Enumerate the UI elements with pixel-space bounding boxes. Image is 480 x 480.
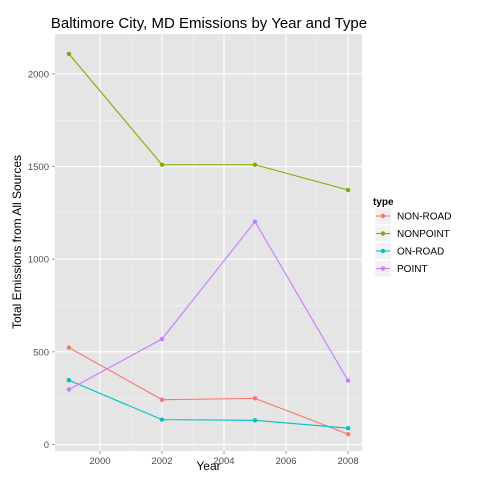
series-line-non-road [68,347,349,435]
data-point-nonpoint [159,162,165,167]
x-axis-title: Year [196,459,220,473]
y-tick-label: 0 [44,440,49,451]
data-point-on-road [252,418,258,423]
chart-title: Baltimore City, MD Emissions by Year and… [51,15,367,32]
data-point-non-road [159,397,165,402]
series-nonpoint [66,51,351,193]
series-line-point [68,220,349,390]
x-tick-label: 2008 [337,456,358,467]
legend-key-point [380,266,386,271]
legend-key-point [380,213,386,219]
data-point-non-road [252,396,258,401]
legend-label: ON-ROAD [397,247,444,258]
legend-label: POINT [397,264,428,275]
x-tick-label: 2002 [151,456,172,467]
minor-gridlines [55,34,362,451]
legend-item-on-road: ON-ROAD [375,243,444,259]
plot-panel [55,34,362,451]
y-tick-label: 1000 [28,255,49,266]
series-line-nonpoint [68,53,349,191]
legend-item-non-road: NON-ROAD [375,208,451,224]
legend-key-point [380,231,386,236]
data-point-on-road [66,378,72,383]
data-point-nonpoint [345,187,351,193]
data-point-point [345,378,351,383]
data-point-point [159,336,165,342]
data-point-non-road [345,431,351,437]
legend-label: NONPOINT [397,229,450,240]
series-on-road [66,378,351,431]
legend: type NON-ROAD NONPOINT ON-ROAD POINT [373,197,451,277]
data-point-on-road [159,417,165,422]
data-point-point [66,387,72,392]
x-axis-ticks: 2000 2002 2004 2006 2008 [89,451,359,467]
legend-title: type [373,197,394,208]
data-point-nonpoint [252,162,258,167]
legend-label: NON-ROAD [397,212,451,223]
series-non-road [66,345,351,437]
x-tick-label: 2004 [213,456,234,467]
series-layer [66,51,351,437]
series-point [66,219,351,392]
data-point-on-road [345,425,351,431]
y-tick-label: 2000 [28,69,49,80]
legend-key-point [380,248,386,254]
x-tick-label: 2000 [89,456,110,467]
x-tick-label: 2006 [275,456,296,467]
data-point-non-road [66,345,72,350]
data-point-point [252,219,258,224]
legend-item-point: POINT [375,260,428,277]
legend-item-nonpoint: NONPOINT [375,225,450,242]
y-axis-ticks: 0 500 1000 1500 2000 [28,69,55,451]
series-line-on-road [68,379,349,429]
y-tick-label: 500 [33,347,49,358]
data-point-nonpoint [66,51,72,57]
y-axis-title: Total Emissions from All Sources [10,155,24,329]
y-tick-label: 1500 [28,162,49,173]
